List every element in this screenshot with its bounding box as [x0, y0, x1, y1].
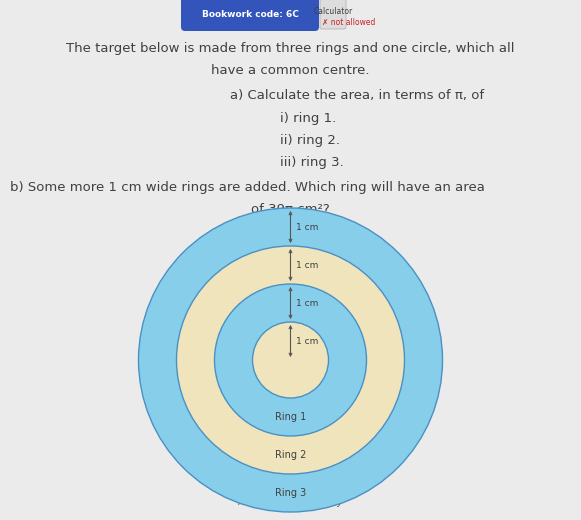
- Text: 1 cm: 1 cm: [296, 261, 319, 269]
- Text: Calculator: Calculator: [313, 7, 353, 16]
- Text: The target below is made from three rings and one circle, which all: The target below is made from three ring…: [66, 42, 515, 55]
- Text: b) Some more 1 cm wide rings are added. Which ring will have an area: b) Some more 1 cm wide rings are added. …: [10, 180, 485, 193]
- Text: ii) ring 2.: ii) ring 2.: [281, 134, 340, 147]
- Text: Not drawn accurately: Not drawn accurately: [238, 497, 343, 507]
- Text: 1 cm: 1 cm: [296, 223, 319, 231]
- Circle shape: [177, 246, 404, 474]
- Text: of 39π cm²?: of 39π cm²?: [251, 202, 330, 215]
- Text: a) Calculate the area, in terms of π, of: a) Calculate the area, in terms of π, of: [231, 88, 485, 101]
- Circle shape: [138, 208, 443, 512]
- Text: 1 cm: 1 cm: [296, 298, 319, 307]
- Text: iii) ring 3.: iii) ring 3.: [281, 155, 345, 168]
- Text: 1 cm: 1 cm: [296, 336, 319, 345]
- Text: have a common centre.: have a common centre.: [211, 63, 370, 76]
- Circle shape: [253, 322, 328, 398]
- FancyBboxPatch shape: [320, 0, 346, 29]
- Text: ✗ not allowed: ✗ not allowed: [322, 18, 375, 27]
- FancyBboxPatch shape: [181, 0, 319, 31]
- Text: i) ring 1.: i) ring 1.: [281, 111, 337, 124]
- Text: Ring 3: Ring 3: [275, 488, 306, 498]
- Text: Bookwork code: 6C: Bookwork code: 6C: [202, 9, 299, 19]
- Text: Ring 2: Ring 2: [275, 450, 306, 460]
- Text: Ring 1: Ring 1: [275, 412, 306, 422]
- Circle shape: [214, 284, 367, 436]
